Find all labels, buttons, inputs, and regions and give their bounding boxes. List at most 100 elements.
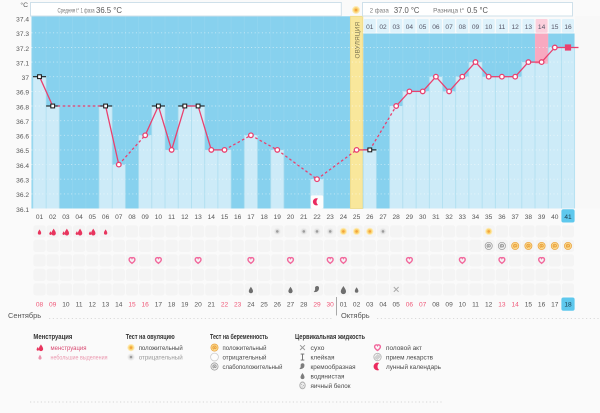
svg-text:04: 04 [379, 302, 387, 309]
svg-text:11: 11 [168, 214, 175, 221]
svg-text:36.1: 36.1 [16, 207, 29, 214]
svg-text:35: 35 [485, 214, 493, 221]
svg-text:03: 03 [393, 24, 401, 31]
svg-text:08: 08 [36, 302, 44, 309]
svg-text:13: 13 [525, 24, 533, 31]
svg-text:Цервикальная жидкость: Цервикальная жидкость [295, 334, 366, 341]
svg-text:20: 20 [287, 214, 295, 221]
svg-text:21: 21 [208, 302, 216, 309]
svg-text:08: 08 [128, 214, 136, 221]
svg-text:11: 11 [498, 24, 505, 31]
svg-text:33: 33 [459, 214, 467, 221]
svg-text:25: 25 [353, 214, 361, 221]
svg-text:2 фаза: 2 фаза [370, 7, 390, 14]
svg-text:18: 18 [564, 302, 572, 309]
svg-text:06: 06 [102, 214, 110, 221]
svg-text:21: 21 [300, 214, 308, 221]
svg-text:08: 08 [432, 302, 440, 309]
svg-text:36.3: 36.3 [16, 178, 29, 185]
svg-text:22: 22 [313, 214, 321, 221]
svg-text:02: 02 [49, 214, 57, 221]
svg-text:05: 05 [89, 214, 97, 221]
svg-text:37.2: 37.2 [16, 46, 29, 53]
svg-text:36.5 °C: 36.5 °C [96, 6, 122, 15]
svg-text:01: 01 [366, 24, 374, 31]
svg-text:09: 09 [142, 214, 150, 221]
svg-text:16: 16 [564, 24, 572, 31]
svg-text:03: 03 [366, 302, 374, 309]
svg-text:водянистая: водянистая [311, 374, 345, 381]
svg-text:12: 12 [89, 302, 97, 309]
svg-text:небольшие выделения: небольшие выделения [51, 354, 108, 362]
svg-text:Средняя t° 1 фаза: Средняя t° 1 фаза [58, 7, 95, 14]
svg-text:ОВУЛЯЦИЯ: ОВУЛЯЦИЯ [354, 22, 361, 59]
svg-text:Разница t°: Разница t° [433, 7, 465, 14]
svg-text:36.8: 36.8 [16, 104, 29, 111]
svg-text:38: 38 [525, 214, 533, 221]
svg-text:25: 25 [260, 302, 268, 309]
svg-text:18: 18 [168, 302, 176, 309]
svg-text:36.6: 36.6 [16, 134, 29, 141]
svg-text:29: 29 [406, 214, 414, 221]
svg-text:°C: °C [20, 1, 28, 9]
svg-text:отрицательный: отрицательный [223, 354, 267, 362]
svg-text:41: 41 [564, 214, 572, 221]
svg-text:12: 12 [181, 214, 189, 221]
svg-text:17: 17 [155, 302, 163, 309]
svg-text:лунный календарь: лунный календарь [386, 363, 441, 371]
svg-text:Тест на овуляцию: Тест на овуляцию [126, 334, 175, 341]
svg-text:36.2: 36.2 [16, 192, 29, 199]
svg-text:34: 34 [472, 214, 480, 221]
svg-text:37.3: 37.3 [16, 31, 29, 38]
svg-text:36: 36 [498, 214, 506, 221]
svg-text:прием лекарств: прием лекарств [386, 355, 433, 362]
svg-text:15: 15 [551, 24, 559, 31]
svg-text:31: 31 [432, 214, 440, 221]
svg-text:24: 24 [340, 214, 348, 221]
svg-text:07: 07 [445, 24, 453, 31]
svg-text:13: 13 [498, 302, 506, 309]
svg-text:07: 07 [419, 302, 427, 309]
svg-text:14: 14 [208, 214, 216, 221]
svg-text:10: 10 [459, 302, 467, 309]
svg-text:16: 16 [142, 302, 150, 309]
svg-text:37: 37 [22, 75, 30, 82]
svg-text:27: 27 [287, 302, 295, 309]
svg-text:36.5: 36.5 [16, 148, 29, 155]
svg-text:02: 02 [379, 24, 387, 31]
svg-text:22: 22 [221, 302, 229, 309]
svg-text:12: 12 [512, 24, 520, 31]
svg-text:кремообразная: кремообразная [311, 363, 356, 371]
svg-text:Тест на беременность: Тест на беременность [210, 333, 269, 341]
svg-text:30: 30 [327, 302, 335, 309]
svg-text:положительный: положительный [223, 344, 267, 352]
svg-text:05: 05 [419, 24, 427, 31]
svg-text:36.9: 36.9 [16, 90, 29, 97]
svg-text:отрицательный: отрицательный [139, 354, 183, 362]
svg-text:28: 28 [300, 302, 308, 309]
svg-text:09: 09 [472, 24, 480, 31]
svg-text:01: 01 [36, 214, 44, 221]
svg-text:15: 15 [525, 302, 533, 309]
svg-text:менструация: менструация [51, 345, 87, 352]
svg-text:Сентябрь: Сентябрь [8, 311, 41, 320]
svg-text:18: 18 [260, 214, 268, 221]
svg-text:06: 06 [406, 302, 414, 309]
svg-text:36.7: 36.7 [16, 119, 29, 126]
svg-text:03: 03 [62, 214, 70, 221]
svg-text:слабоположительный: слабоположительный [223, 363, 283, 371]
svg-text:32: 32 [445, 214, 453, 221]
svg-text:06: 06 [432, 24, 440, 31]
svg-text:09: 09 [445, 302, 453, 309]
svg-text:19: 19 [274, 214, 282, 221]
svg-text:11: 11 [76, 302, 83, 309]
svg-text:40: 40 [551, 214, 559, 221]
svg-text:30: 30 [419, 214, 427, 221]
svg-text:07: 07 [115, 214, 123, 221]
svg-text:положительный: положительный [139, 344, 183, 352]
svg-text:0.5 °C: 0.5 °C [467, 6, 488, 15]
svg-text:14: 14 [538, 24, 546, 31]
svg-text:14: 14 [512, 302, 520, 309]
svg-text:Менструация: Менструация [33, 334, 72, 341]
svg-text:20: 20 [194, 302, 202, 309]
